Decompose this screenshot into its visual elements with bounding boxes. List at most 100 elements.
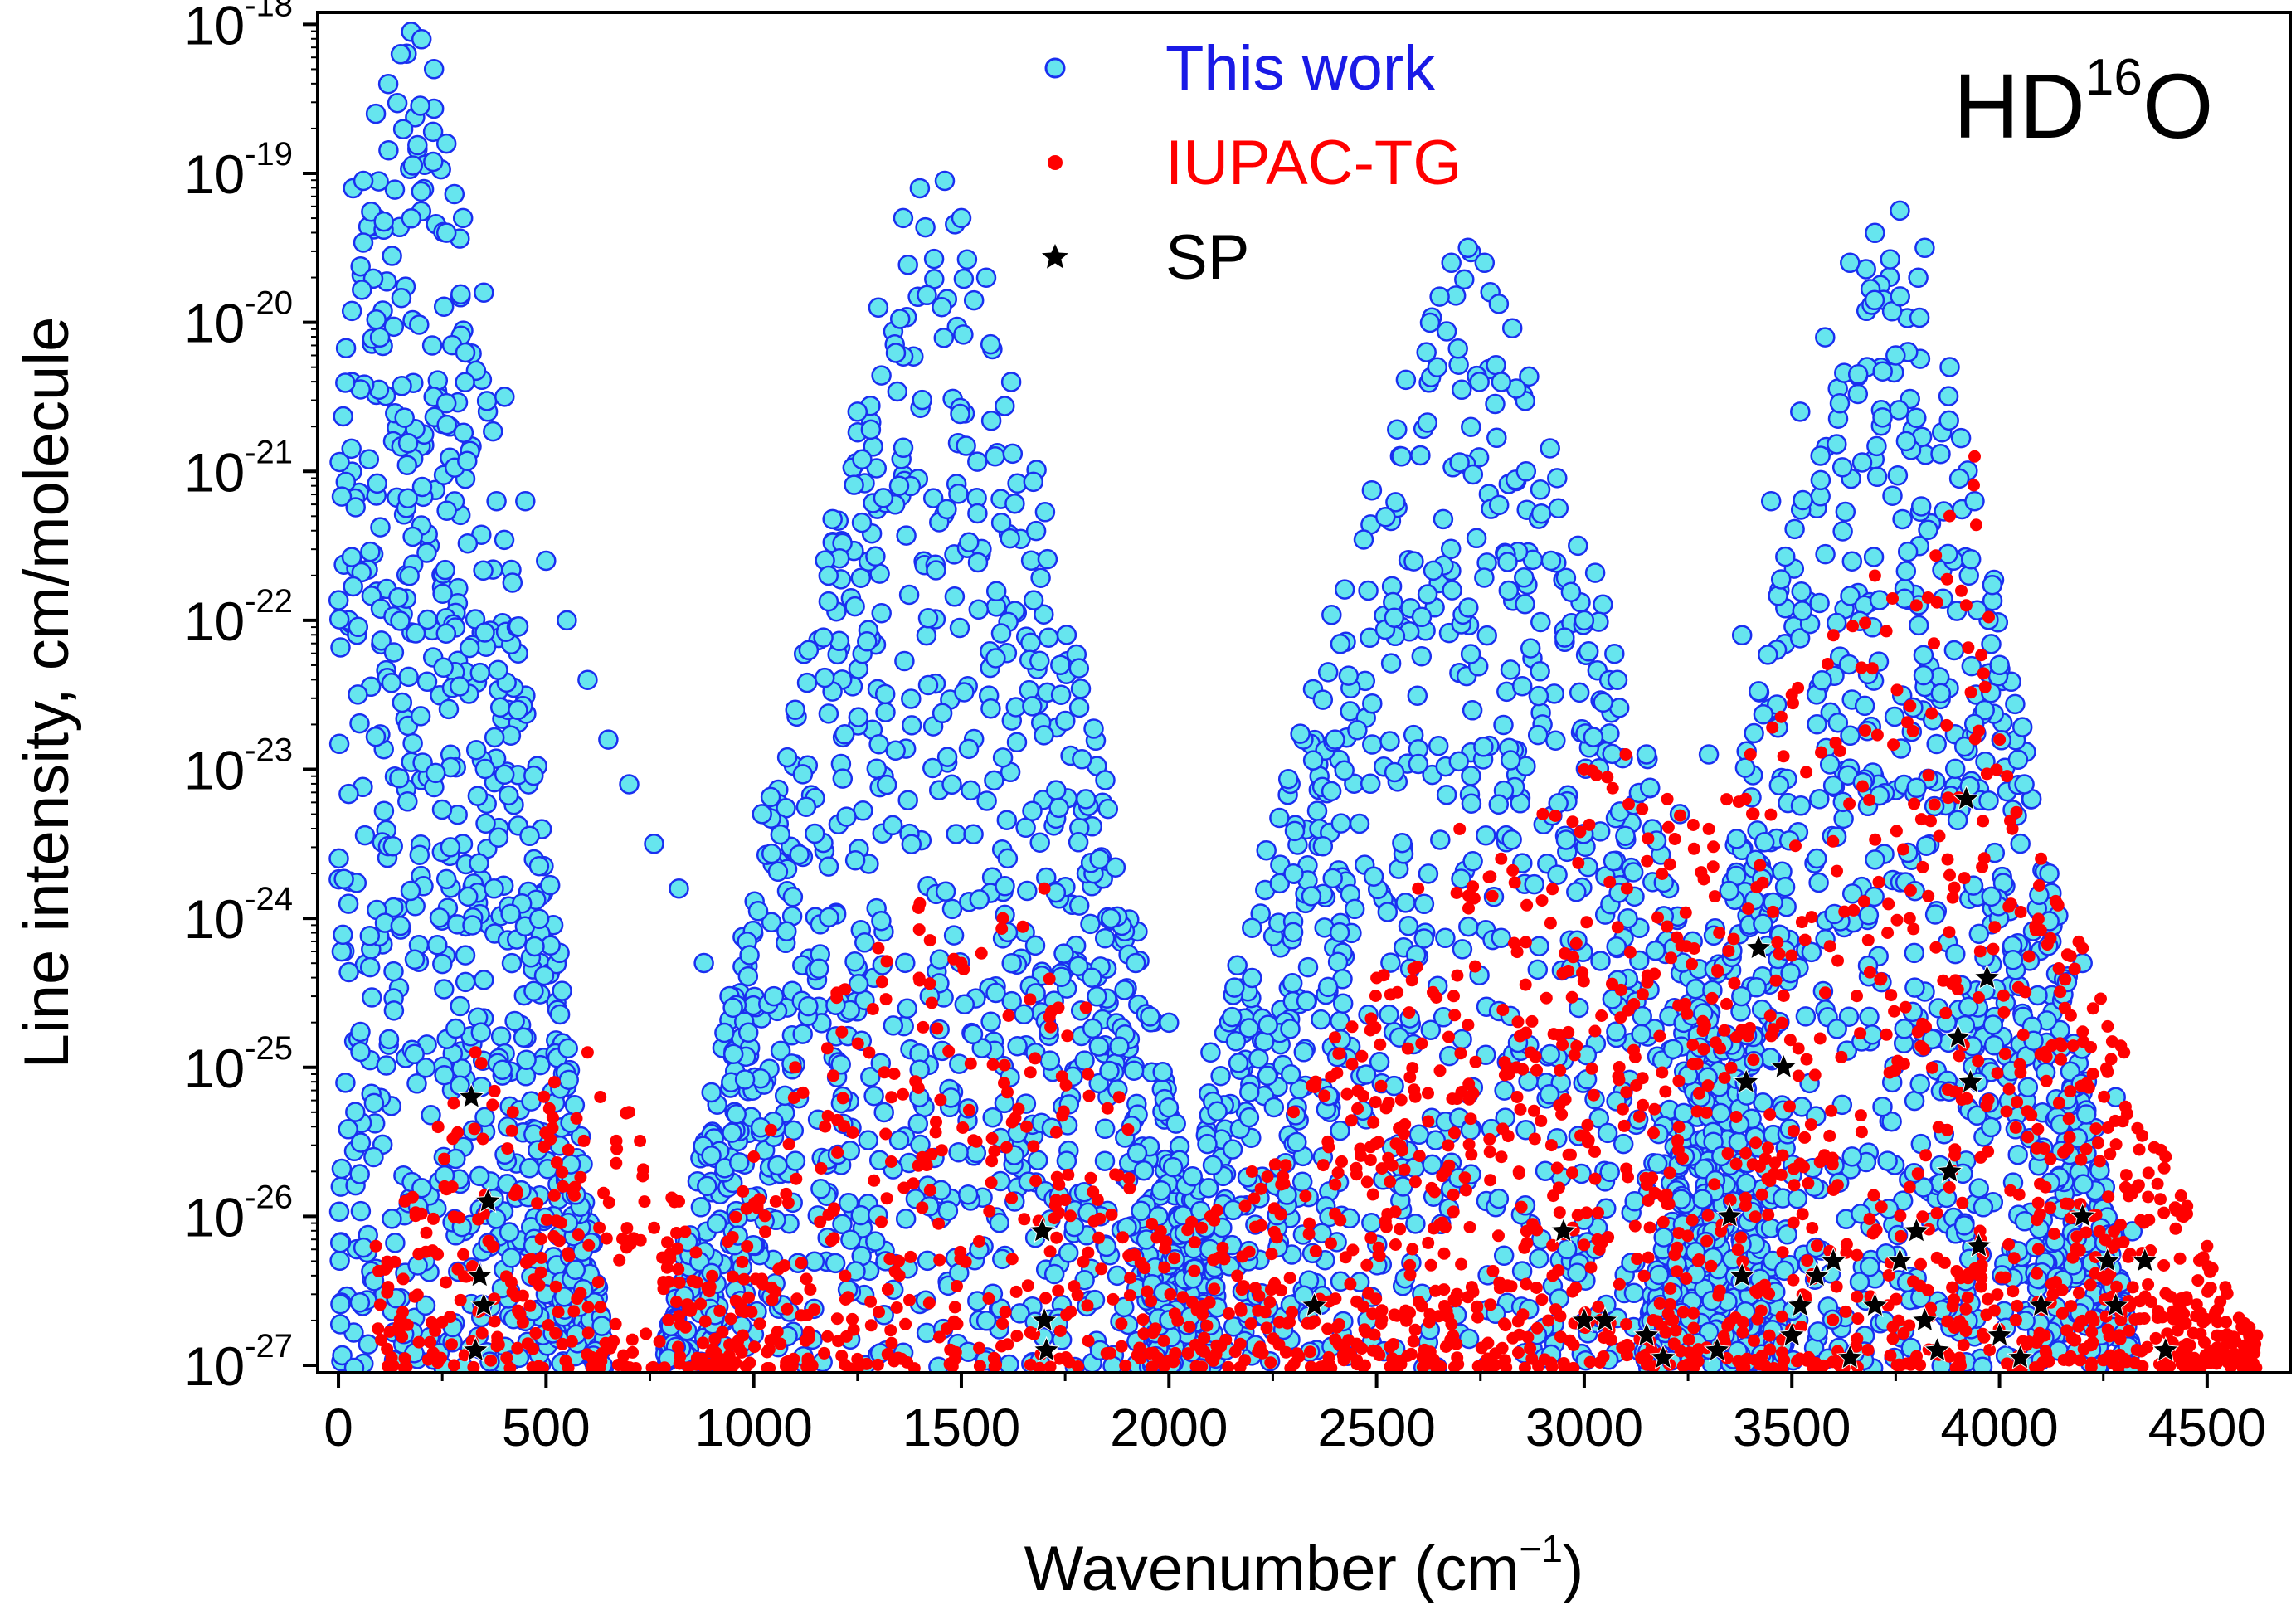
iupac-tg-fill-point: [736, 1255, 749, 1268]
iupac-tg-fill-point: [1168, 1252, 1181, 1265]
this-work-fill-point: [953, 268, 975, 289]
this-work-fill-point: [1540, 1043, 1560, 1065]
iupac-tg-fill-point: [1998, 1271, 2011, 1284]
iupac-tg-fill-point: [868, 1174, 881, 1187]
this-work-fill-point: [458, 886, 479, 907]
this-work-fill-point: [1838, 654, 1860, 675]
this-work-fill-point: [1017, 880, 1038, 902]
this-work-fill-point: [1282, 972, 1303, 994]
this-work-fill-point: [1968, 1178, 1989, 1199]
this-work-fill-point: [486, 490, 507, 512]
this-work-fill-point: [363, 1092, 385, 1114]
iupac-tg-fill-point: [1335, 1155, 1348, 1168]
this-work-fill-point: [1050, 654, 1071, 675]
this-work-fill-point: [1428, 735, 1449, 756]
this-work-fill-point: [796, 672, 818, 693]
iupac-tg-fill-point: [2101, 1019, 2114, 1033]
this-work-fill-point: [1297, 956, 1319, 978]
this-work-fill-point: [501, 952, 523, 974]
this-work-fill-point: [1317, 662, 1339, 683]
iupac-tg-fill-point: [1831, 1179, 1844, 1192]
this-work-fill-point: [980, 1011, 1001, 1033]
this-work-fill-point: [1311, 1009, 1331, 1030]
this-work-point: [1515, 461, 1537, 482]
iupac-tg-fill-point: [1012, 1102, 1025, 1116]
this-work-fill-point: [1491, 927, 1511, 948]
iupac-tg-fill-point: [875, 1215, 888, 1228]
this-work-fill-point: [1895, 561, 1917, 581]
this-work-fill-point: [901, 834, 922, 854]
iupac-tg-fill-point: [640, 1327, 653, 1340]
this-work-fill-point: [1604, 643, 1625, 664]
iupac-tg-fill-point: [1554, 1330, 1567, 1344]
iupac-tg-fill-point: [988, 1145, 1001, 1158]
this-work-point: [577, 669, 598, 690]
this-work-fill-point: [1094, 1118, 1116, 1140]
this-work-fill-point: [429, 907, 450, 928]
iupac-tg-fill-point: [1682, 1333, 1695, 1346]
this-work-fill-point: [1038, 627, 1059, 648]
iupac-tg-fill-point: [1886, 1332, 1900, 1345]
this-work-fill-point: [1780, 962, 1801, 984]
iupac-tg-fill-point: [1506, 863, 1520, 877]
iupac-tg-fill-point: [2142, 1190, 2155, 1204]
this-work-fill-point: [1023, 471, 1044, 493]
this-work-fill-point: [476, 391, 498, 411]
this-work-fill-point: [967, 503, 988, 524]
this-work-fill-point: [1631, 1024, 1651, 1045]
this-work-fill-point: [398, 666, 419, 688]
this-work-fill-point: [1908, 615, 1929, 636]
iupac-tg-fill-point: [581, 1348, 594, 1361]
iupac-tg-fill-point: [1119, 1359, 1132, 1372]
this-work-fill-point: [328, 848, 349, 869]
iupac-tg-fill-point: [1588, 1172, 1602, 1185]
this-work-point: [1790, 401, 1811, 422]
iupac-tg-fill-point: [1955, 584, 1968, 597]
iupac-tg-fill-point: [885, 1091, 898, 1104]
this-work-point: [669, 878, 689, 899]
this-work-fill-point: [1329, 922, 1350, 943]
this-work-fill-point: [1599, 1161, 1620, 1183]
iupac-tg-fill-point: [1530, 1063, 1543, 1077]
iupac-tg-fill-point: [1870, 1223, 1883, 1237]
iupac-tg-fill-point: [1430, 991, 1443, 1004]
iupac-tg-fill-point: [1648, 1102, 1661, 1116]
this-work-fill-point: [863, 1085, 884, 1107]
this-work-fill-point: [1338, 665, 1360, 686]
iupac-tg-fill-point: [1009, 1285, 1023, 1298]
this-work-fill-point: [435, 392, 457, 414]
this-work-fill-point: [1087, 986, 1107, 1007]
iupac-tg-fill-point: [2109, 1138, 2123, 1151]
this-work-fill-point: [1858, 904, 1880, 926]
this-work-fill-point: [502, 572, 523, 593]
this-work-fill-point: [331, 486, 353, 507]
iupac-tg-fill-point: [1043, 972, 1056, 985]
iupac-tg-fill-point: [1018, 1213, 1031, 1226]
this-work-fill-point: [895, 1209, 917, 1229]
this-work-fill-point: [519, 825, 540, 847]
this-work-fill-point: [459, 637, 480, 659]
this-work-fill-point: [1284, 820, 1306, 842]
this-work-fill-point: [1890, 286, 1910, 307]
this-work-fill-point: [1530, 503, 1552, 524]
this-work-fill-point: [1227, 955, 1248, 976]
this-work-fill-point: [328, 609, 350, 630]
this-work-fill-point: [1493, 1245, 1515, 1267]
this-work-fill-point: [1731, 985, 1752, 1007]
iupac-tg-fill-point: [1742, 902, 1755, 916]
this-work-fill-point: [1282, 922, 1304, 943]
iupac-tg-fill-point: [1345, 1058, 1359, 1071]
iupac-tg-fill-point: [781, 1196, 795, 1209]
iupac-tg-fill-point: [2009, 1313, 2022, 1326]
this-work-fill-point: [1978, 790, 1999, 811]
this-work-fill-point: [1058, 1243, 1079, 1263]
iupac-tg-fill-point: [1464, 1112, 1477, 1126]
this-work-fill-point: [422, 121, 444, 143]
this-work-fill-point: [369, 327, 391, 348]
iupac-tg-fill-point: [1888, 1005, 1901, 1018]
this-work-fill-point: [854, 932, 875, 953]
iupac-tg-fill-point: [1800, 1053, 1813, 1066]
this-work-fill-point: [371, 630, 392, 651]
this-work-fill-point: [999, 1354, 1019, 1373]
iupac-tg-fill-point: [1714, 1042, 1727, 1055]
